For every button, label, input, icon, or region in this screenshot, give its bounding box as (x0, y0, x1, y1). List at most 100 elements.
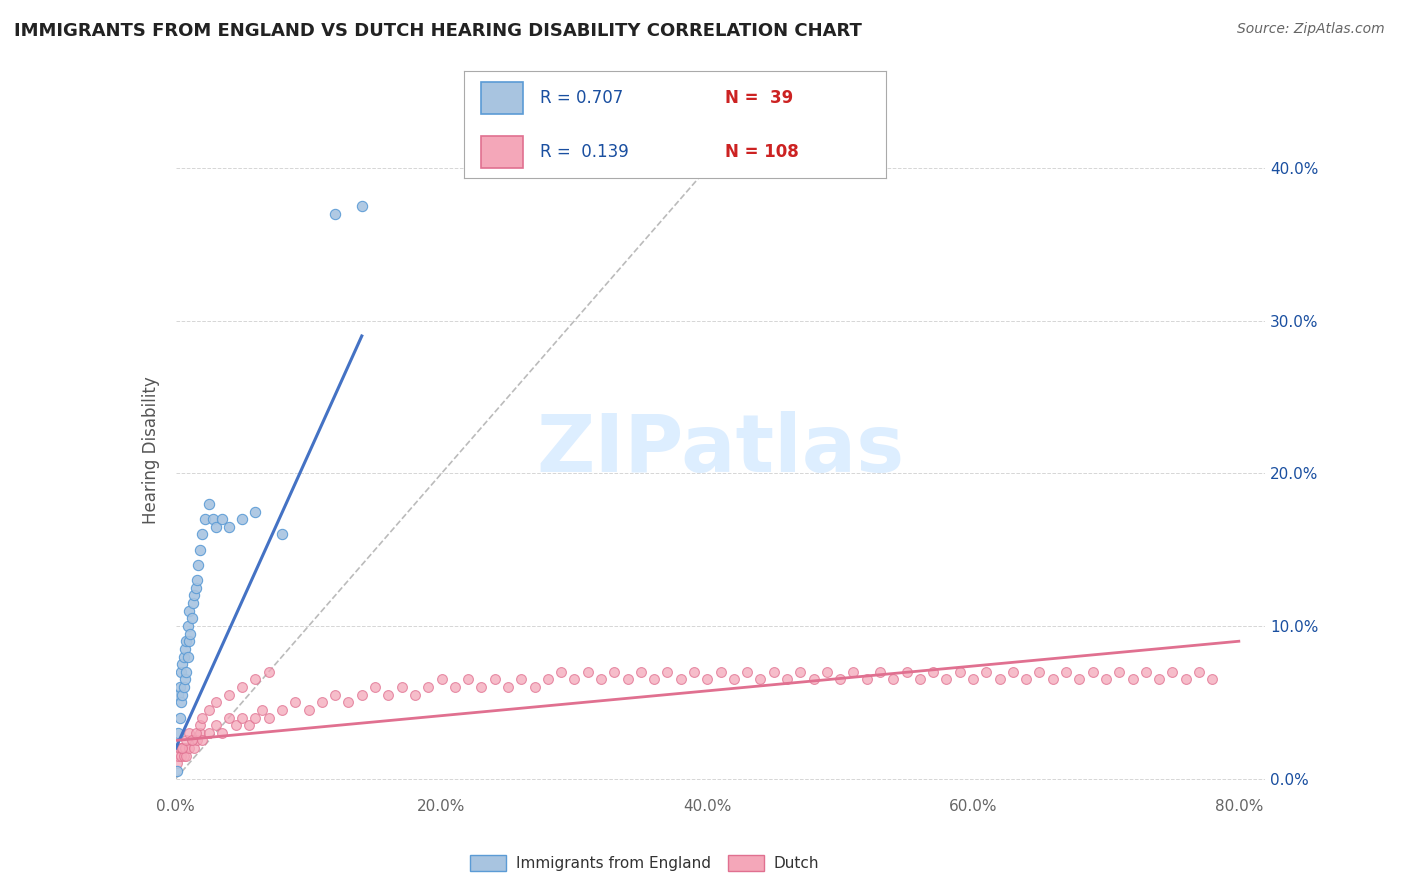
Point (710, 665, 733, 679)
Point (198, 703, 221, 717)
Point (723, 673, 745, 687)
Point (231, 512, 253, 526)
Point (257, 665, 280, 679)
Point (842, 665, 865, 679)
Point (218, 710, 240, 724)
Point (186, 573, 208, 587)
Point (174, 741, 197, 756)
FancyBboxPatch shape (481, 136, 523, 168)
Point (181, 596, 204, 610)
Point (830, 673, 852, 687)
Text: N = 108: N = 108 (725, 143, 799, 161)
Point (271, 527, 294, 541)
Point (176, 665, 198, 679)
Point (457, 673, 479, 687)
Point (550, 665, 572, 679)
Point (962, 673, 984, 687)
Point (188, 718, 211, 732)
Point (186, 733, 208, 747)
Point (1015, 673, 1038, 687)
Point (173, 680, 195, 694)
Point (183, 589, 205, 603)
FancyBboxPatch shape (470, 855, 506, 871)
Point (191, 710, 214, 724)
Text: Source: ZipAtlas.com: Source: ZipAtlas.com (1237, 22, 1385, 37)
Point (170, 748, 193, 763)
Point (976, 665, 998, 679)
Point (284, 695, 307, 709)
Point (669, 673, 692, 687)
Point (191, 527, 214, 541)
Text: R = 0.707: R = 0.707 (540, 89, 623, 107)
Point (173, 748, 195, 763)
Point (201, 512, 224, 526)
FancyBboxPatch shape (728, 855, 763, 871)
Point (169, 741, 191, 756)
Point (172, 688, 194, 702)
Point (337, 695, 360, 709)
Point (1174, 673, 1197, 687)
Y-axis label: Hearing Disability: Hearing Disability (142, 376, 160, 524)
Point (245, 710, 267, 724)
Point (174, 673, 197, 687)
Point (443, 680, 465, 694)
Point (173, 649, 195, 664)
Point (194, 512, 217, 526)
Point (1001, 665, 1024, 679)
Point (184, 726, 207, 740)
Point (1095, 673, 1118, 687)
Point (630, 665, 652, 679)
Point (616, 673, 638, 687)
Point (470, 680, 492, 694)
Point (603, 665, 626, 679)
Point (988, 673, 1011, 687)
Text: N =  39: N = 39 (725, 89, 794, 107)
Point (172, 741, 194, 756)
Point (179, 626, 201, 640)
Point (238, 718, 260, 732)
Point (183, 741, 205, 756)
Point (187, 558, 209, 572)
Point (177, 604, 200, 618)
Point (430, 673, 453, 687)
Point (576, 665, 599, 679)
Point (170, 665, 193, 679)
Point (257, 710, 280, 724)
Point (245, 504, 267, 518)
Point (1081, 665, 1104, 679)
Point (218, 688, 240, 702)
Point (271, 703, 294, 717)
Point (1161, 665, 1184, 679)
Point (170, 695, 193, 709)
Point (935, 673, 957, 687)
Point (169, 680, 191, 694)
Point (211, 512, 233, 526)
Point (323, 207, 346, 221)
Text: R =  0.139: R = 0.139 (540, 143, 628, 161)
Point (174, 641, 197, 656)
Point (180, 733, 202, 747)
Point (350, 199, 373, 213)
Point (198, 497, 221, 511)
Point (908, 673, 931, 687)
Point (169, 710, 191, 724)
Point (176, 733, 198, 747)
Point (172, 657, 194, 672)
Point (204, 520, 226, 534)
Point (735, 665, 758, 679)
Point (167, 748, 190, 763)
Point (176, 748, 198, 763)
Point (188, 726, 211, 740)
Point (949, 665, 972, 679)
Point (1069, 673, 1091, 687)
Point (188, 542, 211, 557)
Point (204, 718, 226, 732)
Point (1201, 673, 1223, 687)
Text: ZIPatlas: ZIPatlas (537, 411, 904, 490)
Point (191, 733, 214, 747)
Point (184, 581, 207, 595)
Point (1042, 673, 1064, 687)
Point (323, 688, 346, 702)
Point (177, 649, 200, 664)
Text: Dutch: Dutch (773, 855, 820, 871)
